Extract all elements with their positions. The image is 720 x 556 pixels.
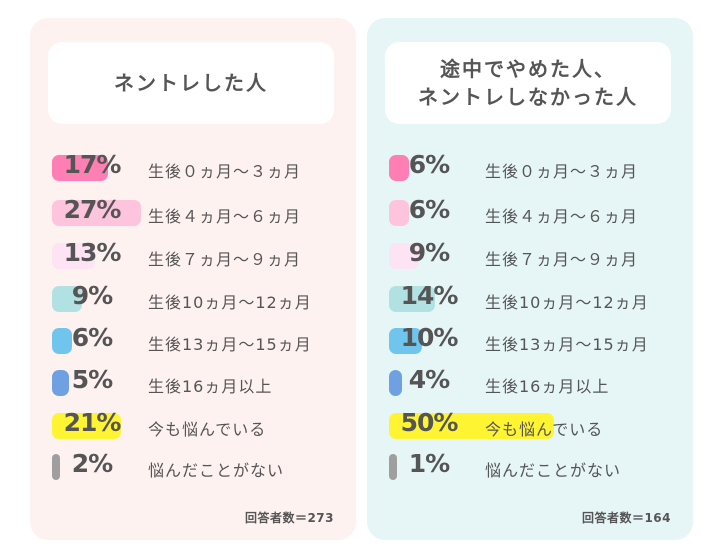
- category-label: 悩んだことがない: [148, 461, 285, 480]
- bar: [389, 155, 409, 181]
- bar: [389, 413, 554, 439]
- bar-row: 13% 生後７ヵ月～９ヵ月: [30, 237, 356, 277]
- bar-row: 14% 生後10ヵ月～12ヵ月: [367, 280, 693, 320]
- category-label: 生後４ヵ月～６ヵ月: [485, 207, 639, 226]
- category-label: 生後４ヵ月～６ヵ月: [148, 207, 302, 226]
- bar-value-label: 13%: [63, 238, 122, 267]
- bar-value-label: 50%: [400, 408, 459, 437]
- chart-title: ネントレした人: [114, 71, 268, 95]
- category-label: 悩んだことがない: [485, 461, 622, 480]
- bar-value-label: 10%: [400, 323, 459, 352]
- bar-value-label: 27%: [63, 195, 122, 224]
- bar-row: 4% 生後16ヵ月以上: [367, 364, 693, 404]
- bar: [52, 370, 69, 396]
- bar: [389, 200, 409, 226]
- bar-row: 6% 生後13ヵ月～15ヵ月: [30, 322, 356, 362]
- bar: [389, 243, 419, 269]
- bar-value-label: 21%: [63, 408, 122, 437]
- bar: [52, 328, 72, 354]
- bar-value-label: 6%: [71, 323, 113, 352]
- bar-value-label: 1%: [408, 449, 450, 478]
- category-label: 生後13ヵ月～15ヵ月: [148, 335, 312, 354]
- bar-row: 1% 悩んだことがない: [367, 448, 693, 488]
- bar-value-label: 5%: [71, 365, 113, 394]
- bar: [52, 200, 142, 226]
- chart-panel-right: 途中でやめた人、 ネントレしなかった人 6% 生後０ヵ月～３ヵ月 6% 生後４ヵ月～６…: [367, 18, 693, 540]
- bar-row: 9% 生後７ヵ月～９ヵ月: [367, 237, 693, 277]
- category-label: 生後13ヵ月～15ヵ月: [485, 335, 649, 354]
- bar-row: 5% 生後16ヵ月以上: [30, 364, 356, 404]
- title-box: ネントレした人: [48, 42, 334, 124]
- chart-panel-left: ネントレした人 17% 生後０ヵ月～３ヵ月 27% 生後４ヵ月～６ヵ月 13% 生後７ヵ月…: [30, 18, 356, 540]
- bar: [389, 370, 403, 396]
- category-label: 生後０ヵ月～３ヵ月: [485, 162, 639, 181]
- category-label: 生後16ヵ月以上: [485, 377, 610, 396]
- bar-row: 9% 生後10ヵ月～12ヵ月: [30, 280, 356, 320]
- category-label: 今も悩んでいる: [485, 420, 604, 439]
- bar-row: 6% 生後４ヵ月～６ヵ月: [367, 194, 693, 234]
- bar-value-label: 6%: [408, 150, 450, 179]
- bar: [389, 328, 422, 354]
- bar: [52, 243, 95, 269]
- category-label: 生後７ヵ月～９ヵ月: [485, 250, 639, 269]
- bar-value-label: 14%: [400, 281, 459, 310]
- bar-row: 10% 生後13ヵ月～15ヵ月: [367, 322, 693, 362]
- category-label: 今も悩んでいる: [148, 420, 267, 439]
- category-label: 生後16ヵ月以上: [148, 377, 273, 396]
- bar-value-label: 6%: [408, 195, 450, 224]
- bar-value-label: 4%: [408, 365, 450, 394]
- category-label: 生後７ヵ月～９ヵ月: [148, 250, 302, 269]
- bar-row: 6% 生後０ヵ月～３ヵ月: [367, 149, 693, 189]
- category-label: 生後０ヵ月～３ヵ月: [148, 162, 302, 181]
- title-box: 途中でやめた人、 ネントレしなかった人: [385, 42, 671, 124]
- bar-row: 17% 生後０ヵ月～３ヵ月: [30, 149, 356, 189]
- bar: [52, 286, 82, 312]
- bar: [389, 286, 436, 312]
- bar-row: 2% 悩んだことがない: [30, 448, 356, 488]
- category-label: 生後10ヵ月～12ヵ月: [148, 293, 312, 312]
- chart-title: 途中でやめた人、 ネントレしなかった人: [418, 57, 638, 109]
- bar-value-label: 9%: [408, 238, 450, 267]
- bar-row: 21% 今も悩んでいる: [30, 407, 356, 447]
- bar-row: 50% 今も悩んでいる: [367, 407, 693, 447]
- bar-row: 27% 生後４ヵ月～６ヵ月: [30, 194, 356, 234]
- respondent-count: 回答者数＝164: [581, 511, 671, 525]
- bar: [52, 155, 109, 181]
- bar-value-label: 2%: [71, 449, 113, 478]
- bar-value-label: 9%: [71, 281, 113, 310]
- bar: [389, 454, 397, 480]
- bar-value-label: 17%: [63, 150, 122, 179]
- respondent-count: 回答者数＝273: [244, 511, 334, 525]
- bar: [52, 413, 122, 439]
- bar: [52, 454, 60, 480]
- category-label: 生後10ヵ月～12ヵ月: [485, 293, 649, 312]
